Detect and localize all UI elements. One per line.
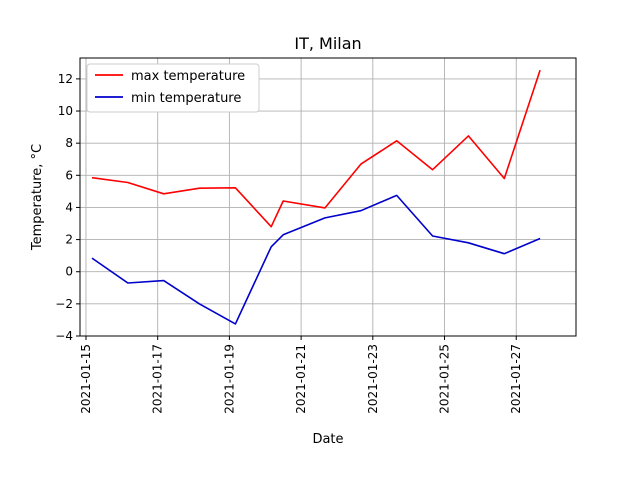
min-temperature-line — [91, 194, 541, 325]
y-tick-label: 4 — [65, 200, 73, 214]
y-tick-label: 0 — [65, 265, 73, 279]
x-tick-label: 2021-01-15 — [79, 344, 93, 414]
y-tick-label: −4 — [55, 329, 73, 343]
max-temperature-line — [91, 69, 541, 228]
x-tick-label: 2021-01-23 — [366, 344, 380, 414]
x-tick-label: 2021-01-17 — [151, 344, 165, 414]
plot-frame — [79, 57, 577, 337]
y-tick-label: 12 — [58, 72, 73, 86]
legend: max temperature min temperature — [86, 63, 260, 113]
x-axis-label: Date — [312, 432, 343, 447]
x-tick-label: 2021-01-25 — [438, 344, 452, 414]
x-tick-label: 2021-01-27 — [509, 344, 523, 414]
legend-frame — [86, 63, 260, 113]
y-tick-label: −2 — [55, 297, 73, 311]
legend-label-min: min temperature — [131, 91, 241, 106]
y-tick-label: 10 — [58, 104, 73, 118]
x-tick-label: 2021-01-19 — [222, 344, 236, 414]
legend-label-max: max temperature — [131, 69, 245, 84]
y-tick-label: 8 — [65, 136, 73, 150]
axis-ticks: 2021-01-15 2021-01-17 2021-01-19 2021-01-21… — [55, 72, 523, 414]
x-tick-label: 2021-01-21 — [294, 344, 308, 414]
y-tick-label: 6 — [65, 168, 73, 182]
y-tick-label: 2 — [65, 233, 73, 247]
series-lines — [91, 69, 541, 325]
y-axis-label: Temperature, °C — [30, 144, 45, 251]
chart-title: IT, Milan — [294, 34, 361, 53]
